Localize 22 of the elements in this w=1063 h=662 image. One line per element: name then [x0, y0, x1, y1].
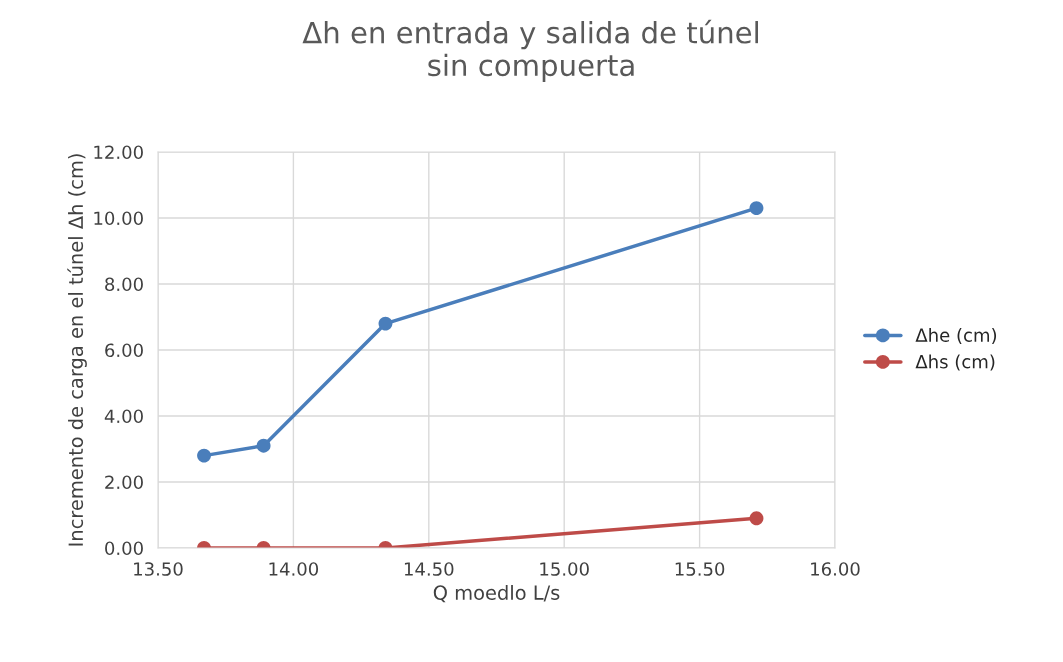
y-tick-label: 8.00: [105, 277, 143, 292]
x-tick-label: 15.00: [540, 562, 589, 576]
point: [197, 448, 211, 463]
point: [378, 316, 393, 331]
x-axis-title: Q moedlo L/s: [433, 584, 560, 603]
legend-label: Δhe (cm): [915, 328, 997, 345]
y-tick-label: 4.00: [104, 409, 143, 424]
x-tick-label: 15.50: [675, 562, 725, 576]
point: [256, 438, 271, 453]
y-tick-label: 12.00: [94, 145, 143, 160]
y-tick-label: 6.00: [105, 343, 143, 358]
y-tick-label: 10.00: [94, 211, 143, 226]
y-tick-label: 2.00: [105, 475, 143, 490]
legend-label: Δhs (cm): [915, 354, 995, 371]
x-tick-label: 14.00: [269, 562, 319, 576]
x-tick-label: 16.00: [811, 562, 860, 576]
chart-title: Δh en entrada y salida de túnel sin compuerta: [302, 19, 758, 82]
y-axis-title: Incremento de carga en el túnel Δh (cm): [67, 154, 87, 546]
x-tick-label: 13.50: [134, 562, 183, 576]
x-tick-label: 14.50: [404, 562, 454, 576]
point: [749, 201, 764, 216]
y-tick-label: 0.00: [105, 541, 143, 556]
